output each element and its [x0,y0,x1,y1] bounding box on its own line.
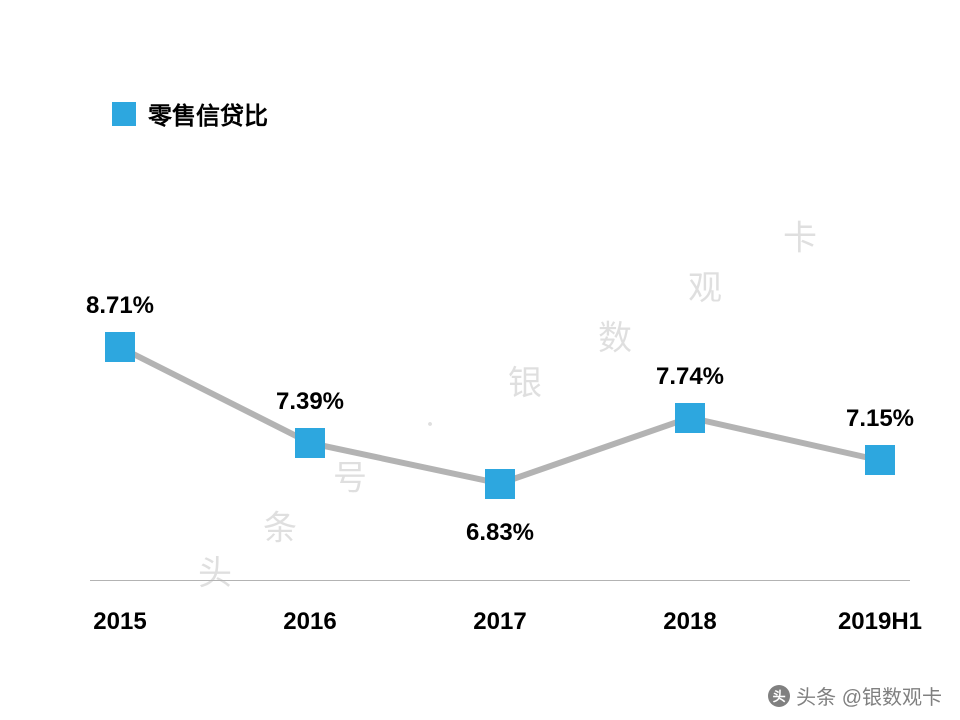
data-label: 7.39% [276,388,344,416]
data-label: 7.74% [656,363,724,391]
legend: 零售信贷比 [112,96,268,131]
watermark-char: 银 [508,356,542,405]
x-tick-label: 2016 [283,608,336,636]
data-marker [105,332,135,362]
chart-container: 零售信贷比 头条号·银数观卡 8.71%7.39%6.83%7.74%7.15%… [0,0,960,720]
watermark-char: 头 [198,546,232,595]
attribution-text: 头条 @银数观卡 [796,681,942,710]
data-marker [865,445,895,475]
watermark-char: 观 [688,261,722,310]
x-axis-line [90,580,910,581]
watermark-char: 条 [263,501,297,550]
legend-label: 零售信贷比 [148,96,268,131]
data-marker [485,469,515,499]
watermark-char: · [424,406,435,444]
data-marker [675,403,705,433]
data-marker [295,428,325,458]
attribution: 头 头条 @银数观卡 [768,681,942,710]
x-tick-label: 2015 [93,608,146,636]
data-label: 8.71% [86,292,154,320]
x-tick-label: 2018 [663,608,716,636]
x-tick-label: 2017 [473,608,526,636]
watermark-char: 卡 [783,211,817,260]
attribution-icon: 头 [768,685,790,707]
watermark-char: 数 [598,311,632,360]
data-label: 6.83% [466,519,534,547]
data-label: 7.15% [846,405,914,433]
x-tick-label: 2019H1 [838,608,922,636]
watermark-char: 号 [333,451,367,500]
legend-swatch [112,102,136,126]
